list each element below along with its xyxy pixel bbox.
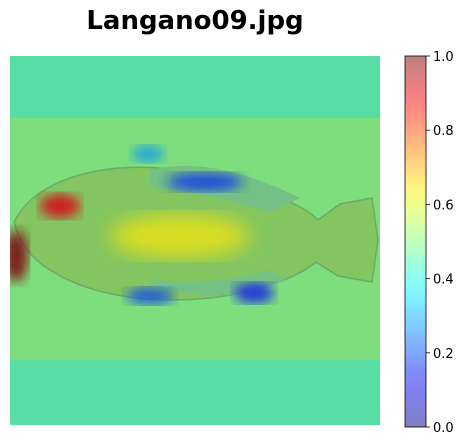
hotspot-pelvic-fin — [126, 288, 174, 304]
chart-title: Langano09.jpg — [86, 6, 304, 36]
hotspot-dorsal-fin — [167, 173, 243, 191]
colorbar-tick-label: 0.4 — [433, 273, 454, 288]
colorbar: 0.0 0.2 0.4 0.6 0.8 1.0 — [404, 50, 454, 436]
colorbar-tick-label: 1.0 — [433, 50, 454, 65]
hotspot-eye — [40, 194, 80, 218]
hotspot-mid-body — [110, 214, 250, 258]
heatmap-image — [10, 56, 380, 425]
hotspot-pectoral-region — [132, 146, 164, 162]
colorbar-tick-label: 0.8 — [433, 124, 454, 139]
colorbar-ticks: 0.0 0.2 0.4 0.6 0.8 1.0 — [426, 50, 454, 436]
colorbar-bar — [404, 55, 427, 428]
colorbar-tick-label: 0.2 — [433, 347, 454, 362]
hotspot-layer — [10, 146, 274, 304]
hotspot-head-left-edge — [10, 230, 28, 282]
hotspot-anal-fin — [234, 283, 274, 303]
colorbar-tick-label: 0.6 — [433, 198, 454, 213]
colorbar-tick-label: 0.0 — [433, 421, 454, 436]
